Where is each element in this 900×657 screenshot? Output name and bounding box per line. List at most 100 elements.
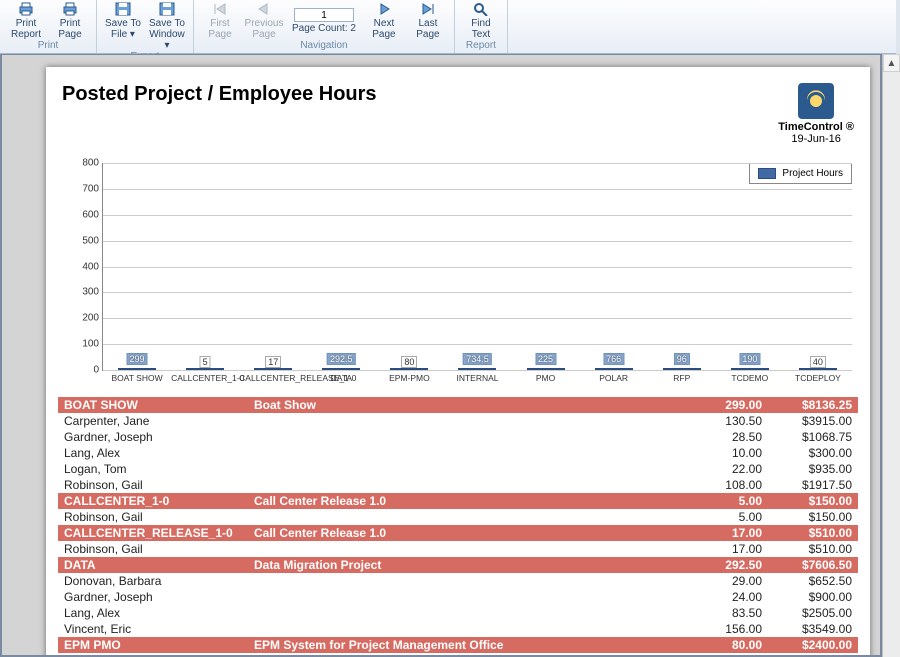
chart-plot-area: 0 100 200 300 400 500 600 700 800 299 BO… xyxy=(102,163,852,371)
report-title: Posted Project / Employee Hours xyxy=(62,83,377,106)
employee-amount: $2505.00 xyxy=(768,605,858,621)
scroll-up-button[interactable]: ▲ xyxy=(883,54,900,72)
chart-xtick: CALLCENTER_RELEASE_1-0 xyxy=(239,370,307,383)
ribbon-label: Text xyxy=(472,29,490,40)
section-code: CALLCENTER_1-0 xyxy=(58,493,248,509)
employee-amount: $900.00 xyxy=(768,589,858,605)
employee-name: Gardner, Joseph xyxy=(58,429,688,445)
brand-name: TimeControl ® xyxy=(778,121,854,133)
section-code: CALLCENTER_RELEASE_1-0 xyxy=(58,525,248,541)
ribbon-group-title: Navigation xyxy=(300,40,347,51)
employee-hours: 24.00 xyxy=(688,589,768,605)
employee-row: Robinson, Gail 108.00 $1917.50 xyxy=(58,477,858,493)
chart-xtick: EPM-PMO xyxy=(375,370,443,383)
employee-name: Vincent, Eric xyxy=(58,621,688,637)
ribbon-label: Save To xyxy=(105,18,141,29)
section-name: Boat Show xyxy=(248,397,688,413)
section-amount: $8136.25 xyxy=(768,397,858,413)
employee-row: Gardner, Joseph 28.50 $1068.75 xyxy=(58,429,858,445)
ribbon-label: Page xyxy=(416,29,439,40)
employee-row: Logan, Tom 22.00 $935.00 xyxy=(58,461,858,477)
ribbon-label: Window ▾ xyxy=(147,29,187,51)
chart-xtick: TCDEPLOY xyxy=(784,370,852,383)
chart-gridline xyxy=(103,318,852,319)
ribbon-label: Previous xyxy=(245,18,284,29)
ribbon-label: Report xyxy=(11,29,41,40)
employee-row: Lang, Alex 83.50 $2505.00 xyxy=(58,605,858,621)
chart-gridline xyxy=(103,215,852,216)
chart-gridline xyxy=(103,344,852,345)
report-viewer: Posted Project / Employee Hours TimeCont… xyxy=(0,54,882,657)
employee-name: Robinson, Gail xyxy=(58,541,688,557)
section-name: Call Center Release 1.0 xyxy=(248,493,688,509)
ribbon-label: Page xyxy=(252,29,275,40)
chart-xtick: POLAR xyxy=(580,370,648,383)
ribbon-group-navigation: First Page Previous Page Page Count: 2 N… xyxy=(194,0,455,53)
page-number-input[interactable] xyxy=(294,8,354,22)
employee-name: Carpenter, Jane xyxy=(58,413,688,429)
last-page-button[interactable]: Last Page xyxy=(406,0,450,40)
bar-value-label: 40 xyxy=(810,356,826,368)
save-file-button[interactable]: Save To File ▾ xyxy=(101,0,145,51)
print-page-button[interactable]: Print Page xyxy=(48,0,92,40)
report-page: Posted Project / Employee Hours TimeCont… xyxy=(46,67,870,657)
section-name: EPM System for Project Management Office xyxy=(248,637,688,653)
section-code: DATA xyxy=(58,557,248,573)
employee-hours: 28.50 xyxy=(688,429,768,445)
section-header-row: EPM PMO EPM System for Project Managemen… xyxy=(58,637,858,653)
chart-xtick: RFP xyxy=(648,370,716,383)
ribbon-label: File ▾ xyxy=(111,29,135,40)
chart-xtick: INTERNAL xyxy=(443,370,511,383)
employee-row: Lang, Alex 10.00 $300.00 xyxy=(58,445,858,461)
save-window-button[interactable]: Save To Window ▾ xyxy=(145,0,189,51)
section-name: Data Migration Project xyxy=(248,557,688,573)
chart-ytick: 100 xyxy=(82,339,103,350)
employee-amount: $1917.50 xyxy=(768,477,858,493)
employee-amount: $300.00 xyxy=(768,445,858,461)
chart-gridline xyxy=(103,189,852,190)
ribbon-label: Page xyxy=(208,29,231,40)
employee-row: Gardner, Joseph 24.00 $900.00 xyxy=(58,589,858,605)
ribbon-group-report: Find Text Report xyxy=(455,0,508,53)
employee-hours: 22.00 xyxy=(688,461,768,477)
report-date: 19-Jun-16 xyxy=(778,133,854,145)
employee-row: Carpenter, Jane 130.50 $3915.00 xyxy=(58,413,858,429)
section-hours: 299.00 xyxy=(688,397,768,413)
bar-value-label: 299 xyxy=(127,353,148,365)
section-amount: $510.00 xyxy=(768,525,858,541)
vertical-scrollbar[interactable]: ▲ xyxy=(882,54,900,657)
employee-amount: $3915.00 xyxy=(768,413,858,429)
chart-gridline xyxy=(103,163,852,164)
print-report-button[interactable]: Print Report xyxy=(4,0,48,40)
first-page-button: First Page xyxy=(198,0,242,40)
ribbon-label: Save To xyxy=(149,18,185,29)
employee-amount: $3549.00 xyxy=(768,621,858,637)
find-text-button[interactable]: Find Text xyxy=(459,0,503,40)
chart-ytick: 700 xyxy=(82,183,103,194)
brand-logo-icon xyxy=(798,83,834,119)
section-hours: 17.00 xyxy=(688,525,768,541)
ribbon-group-title: Print xyxy=(38,40,59,51)
employee-hours: 130.50 xyxy=(688,413,768,429)
chart-gridline xyxy=(103,267,852,268)
employee-hours: 156.00 xyxy=(688,621,768,637)
bar-value-label: 734.5 xyxy=(463,353,492,365)
ribbon-label: Last xyxy=(418,18,437,29)
chart-ytick: 300 xyxy=(82,287,103,298)
employee-amount: $510.00 xyxy=(768,541,858,557)
next-page-button[interactable]: Next Page xyxy=(362,0,406,40)
chart-xtick: PMO xyxy=(512,370,580,383)
ribbon-label: Print xyxy=(60,18,81,29)
bar-value-label: 766 xyxy=(603,353,624,365)
chart-ytick: 0 xyxy=(93,365,103,376)
employee-name: Lang, Alex xyxy=(58,445,688,461)
brand-block: TimeControl ® 19-Jun-16 xyxy=(778,83,854,145)
section-hours: 80.00 xyxy=(688,637,768,653)
page-count-label: Page Count: 2 xyxy=(292,23,356,34)
employee-name: Logan, Tom xyxy=(58,461,688,477)
employee-amount: $652.50 xyxy=(768,573,858,589)
section-header-row: DATA Data Migration Project 292.50 $7606… xyxy=(58,557,858,573)
hours-bar-chart: Project Hours 0 100 200 300 400 500 600 … xyxy=(64,163,852,391)
bar-value-label: 292.5 xyxy=(327,353,356,365)
section-amount: $2400.00 xyxy=(768,637,858,653)
